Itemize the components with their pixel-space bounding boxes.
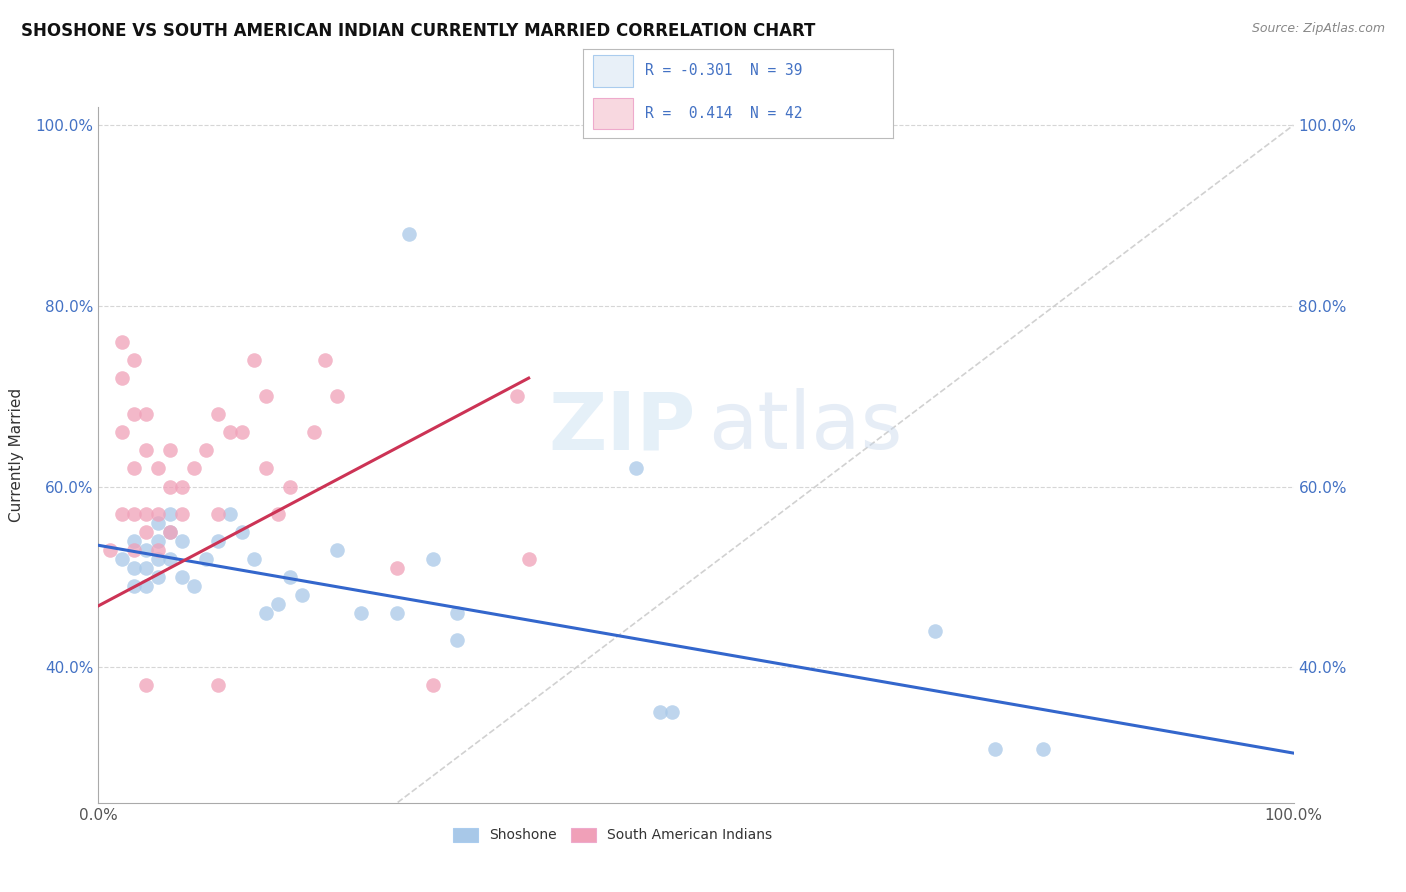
Point bbox=[661, 706, 683, 720]
Point bbox=[506, 389, 529, 403]
Point bbox=[243, 353, 266, 368]
Point bbox=[124, 579, 146, 593]
Point bbox=[111, 507, 134, 521]
Point bbox=[172, 570, 194, 584]
Text: Source: ZipAtlas.com: Source: ZipAtlas.com bbox=[1251, 22, 1385, 36]
Point bbox=[195, 551, 218, 566]
Point bbox=[148, 516, 170, 530]
Point bbox=[315, 353, 337, 368]
Bar bbox=[593, 55, 633, 87]
Text: SHOSHONE VS SOUTH AMERICAN INDIAN CURRENTLY MARRIED CORRELATION CHART: SHOSHONE VS SOUTH AMERICAN INDIAN CURREN… bbox=[21, 22, 815, 40]
Point bbox=[302, 425, 325, 440]
Point bbox=[648, 706, 672, 720]
Point bbox=[159, 507, 181, 521]
Point bbox=[278, 479, 301, 493]
Point bbox=[207, 533, 229, 548]
Point bbox=[148, 551, 170, 566]
Point bbox=[124, 407, 146, 421]
Point bbox=[148, 461, 170, 475]
Point bbox=[183, 579, 205, 593]
Point bbox=[350, 606, 373, 620]
Bar bbox=[593, 98, 633, 129]
Point bbox=[135, 542, 157, 557]
Point bbox=[159, 524, 181, 539]
Point bbox=[135, 507, 157, 521]
Point bbox=[159, 443, 181, 458]
Point bbox=[243, 551, 266, 566]
Point bbox=[422, 551, 444, 566]
Text: ZIP: ZIP bbox=[548, 388, 696, 467]
Point bbox=[207, 507, 229, 521]
Point bbox=[148, 542, 170, 557]
Point bbox=[254, 389, 277, 403]
Point bbox=[219, 425, 242, 440]
Point bbox=[111, 425, 134, 440]
Point bbox=[446, 606, 468, 620]
Point bbox=[111, 334, 134, 349]
Point bbox=[135, 524, 157, 539]
Point bbox=[207, 678, 229, 692]
Point bbox=[135, 443, 157, 458]
Point bbox=[124, 461, 146, 475]
Point bbox=[291, 588, 314, 602]
Point bbox=[135, 579, 157, 593]
Point bbox=[124, 353, 146, 368]
Point bbox=[398, 227, 420, 241]
Point bbox=[124, 533, 146, 548]
Point bbox=[385, 606, 409, 620]
Point bbox=[135, 678, 157, 692]
Text: atlas: atlas bbox=[709, 388, 903, 467]
Point bbox=[231, 425, 253, 440]
Point bbox=[626, 461, 648, 475]
Point bbox=[207, 407, 229, 421]
Point bbox=[254, 461, 277, 475]
Point bbox=[385, 561, 409, 575]
Point bbox=[148, 507, 170, 521]
Point bbox=[517, 551, 540, 566]
Point bbox=[124, 542, 146, 557]
Text: R =  0.414  N = 42: R = 0.414 N = 42 bbox=[645, 106, 803, 121]
Point bbox=[172, 507, 194, 521]
Point bbox=[148, 570, 170, 584]
Point bbox=[124, 507, 146, 521]
Point bbox=[267, 507, 290, 521]
Point bbox=[124, 561, 146, 575]
Point bbox=[183, 461, 205, 475]
Point bbox=[219, 507, 242, 521]
Point bbox=[98, 542, 122, 557]
Point bbox=[446, 633, 468, 648]
Point bbox=[422, 678, 444, 692]
Point bbox=[984, 741, 1007, 756]
Y-axis label: Currently Married: Currently Married bbox=[10, 388, 24, 522]
Point bbox=[111, 371, 134, 385]
Point bbox=[148, 533, 170, 548]
Point bbox=[172, 533, 194, 548]
Point bbox=[326, 542, 349, 557]
Point bbox=[159, 524, 181, 539]
Point bbox=[159, 551, 181, 566]
Point bbox=[111, 551, 134, 566]
Point bbox=[1032, 741, 1054, 756]
Point bbox=[195, 443, 218, 458]
Point bbox=[159, 479, 181, 493]
Point bbox=[278, 570, 301, 584]
Point bbox=[254, 606, 277, 620]
Text: R = -0.301  N = 39: R = -0.301 N = 39 bbox=[645, 63, 803, 78]
Point bbox=[924, 624, 946, 639]
Point bbox=[135, 407, 157, 421]
Point bbox=[267, 597, 290, 611]
Legend: Shoshone, South American Indians: Shoshone, South American Indians bbox=[447, 822, 778, 848]
Point bbox=[326, 389, 349, 403]
Point bbox=[172, 479, 194, 493]
Point bbox=[231, 524, 253, 539]
Point bbox=[135, 561, 157, 575]
